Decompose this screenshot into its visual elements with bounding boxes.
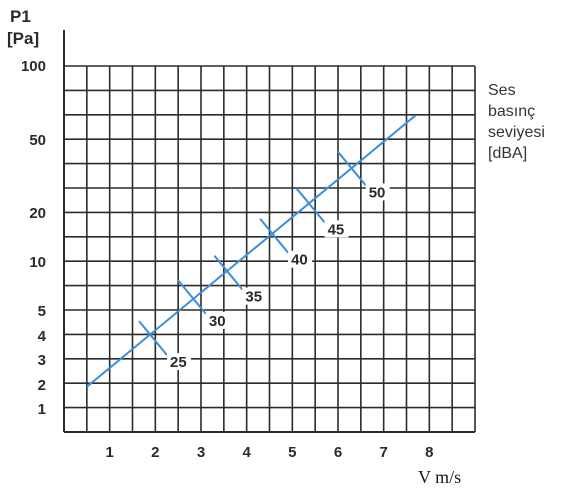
y-tick-label: 20 [29,205,46,222]
x-tick-label: 1 [105,444,113,461]
marker-label: 25 [170,354,187,371]
marker-tick [177,279,207,315]
x-tick-label: 8 [425,444,433,461]
y-tick-label: 5 [38,303,46,320]
y-tick-label: 50 [29,132,46,149]
y-tick-label: 1 [38,401,46,418]
grid [63,65,476,433]
marker-label-bg [324,220,349,238]
marker-label-bg [242,287,267,305]
y-tick-label: 10 [29,254,46,271]
marker-label: 40 [291,252,308,269]
marker-label-bg [205,311,230,329]
x-tick-label: 5 [288,444,296,461]
marker-label: 50 [369,184,386,201]
y-tick-label: 4 [38,328,47,345]
x-axis-title: V m/s [418,467,461,487]
axes [63,30,475,433]
marker-label: 45 [328,221,345,238]
marker-tick [336,150,367,187]
marker-label: 35 [245,289,262,306]
marker-tick [259,218,289,254]
y-axis-title-line: P1 [10,7,31,26]
x-tick-label: 2 [151,444,159,461]
markers: 25 30 35 40 45 50 [138,150,390,371]
x-tick-label: 4 [242,444,251,461]
y-tick-label: 2 [38,377,46,394]
y-axis-title-line: [Pa] [7,29,39,48]
series-line [86,114,417,388]
x-tick-label: 3 [197,444,205,461]
marker-label-bg [365,183,390,201]
marker-label-bg [288,250,313,268]
marker-tick [213,255,244,291]
series [86,114,417,388]
x-tick-label: 7 [379,444,387,461]
y-tick-label: 3 [38,352,46,369]
marker-label: 30 [209,313,226,330]
x-tick-label: 6 [334,444,342,461]
y-tick-label: 100 [21,58,46,75]
marker-label-bg [167,353,192,371]
marker-tick [295,187,326,224]
marker-tick [138,320,168,356]
legend-title-line: Ses [488,82,516,99]
legend-title-line: basınç [488,103,535,120]
legend-title-line: [dBA] [488,145,527,162]
legend-title-line: seviyesi [488,124,545,141]
